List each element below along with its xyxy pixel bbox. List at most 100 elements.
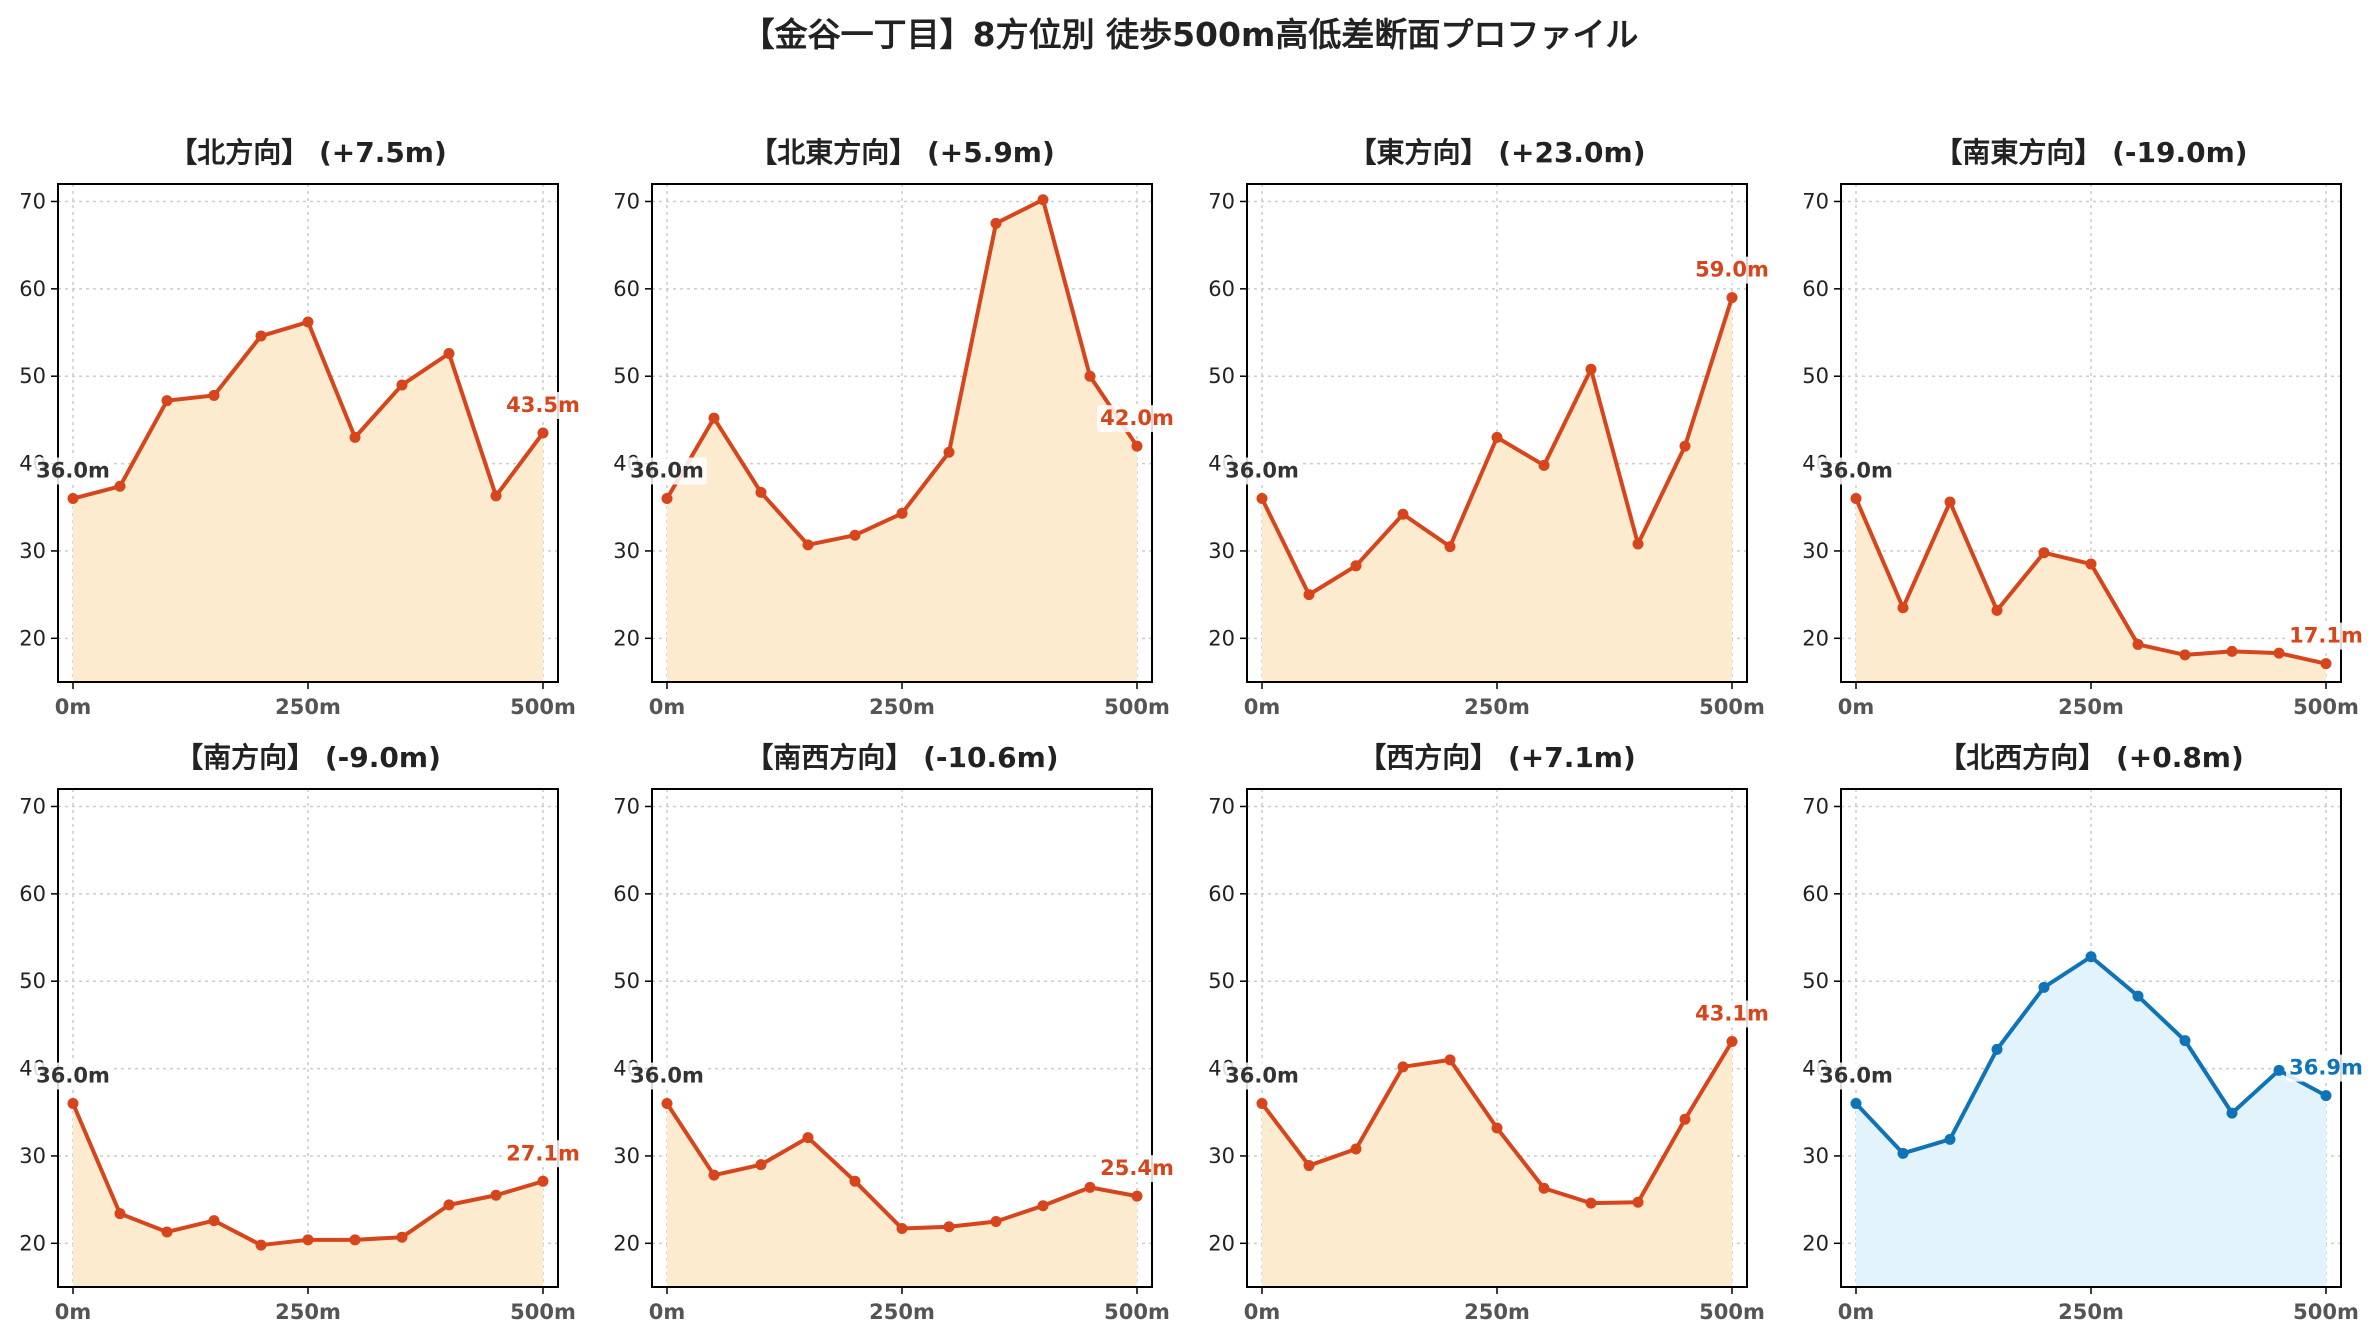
end-label-box [2286, 622, 2366, 650]
x-tick-label: 250m [2058, 695, 2124, 719]
x-tick-label: 0m [1838, 1300, 1875, 1324]
data-point [255, 330, 267, 342]
elevation-area [1856, 956, 2326, 1287]
data-point [1350, 560, 1362, 572]
x-tick-label: 500m [2293, 695, 2359, 719]
data-point [2179, 1035, 2191, 1047]
x-tick-label: 0m [649, 1300, 686, 1324]
x-tick-label: 0m [1244, 695, 1281, 719]
y-tick-label: 70 [1208, 794, 1235, 818]
data-point [1303, 1160, 1315, 1172]
x-tick-label: 250m [869, 1300, 935, 1324]
data-point [1585, 1197, 1597, 1209]
y-tick-label: 60 [19, 882, 46, 906]
data-point [2226, 645, 2238, 657]
data-point [1256, 493, 1268, 505]
y-tick-label: 60 [19, 277, 46, 301]
data-point [396, 379, 408, 391]
start-label: 36.0m [36, 1064, 110, 1088]
data-point [67, 1098, 79, 1110]
y-tick-label: 60 [1208, 277, 1235, 301]
data-point [255, 1239, 267, 1251]
data-point [1256, 1098, 1268, 1110]
y-tick-label: 20 [1802, 1231, 1829, 1255]
data-point [67, 493, 79, 505]
y-tick-label: 20 [1208, 626, 1235, 650]
y-tick-label: 70 [1802, 189, 1829, 213]
panel-title: 【東方向】 (+23.0m) [1348, 136, 1645, 169]
y-tick-label: 30 [613, 539, 640, 563]
end-label-box [1097, 405, 1177, 433]
data-point [1444, 1054, 1456, 1066]
y-tick-label: 50 [19, 969, 46, 993]
x-tick-label: 250m [275, 1300, 341, 1324]
end-label: 42.0m [1100, 406, 1174, 430]
data-point [661, 1098, 673, 1110]
data-point [849, 529, 861, 541]
y-tick-label: 60 [613, 277, 640, 301]
data-point [1131, 1190, 1143, 1202]
y-tick-label: 50 [613, 969, 640, 993]
y-tick-label: 60 [1802, 277, 1829, 301]
data-point [1084, 1181, 1096, 1193]
data-point [896, 1222, 908, 1234]
panel-title: 【北東方向】 (+5.9m) [749, 136, 1055, 169]
x-tick-label: 500m [2293, 1300, 2359, 1324]
elevation-area [1262, 297, 1732, 682]
data-point [661, 493, 673, 505]
x-tick-label: 500m [510, 1300, 576, 1324]
data-point [896, 507, 908, 519]
x-tick-label: 250m [2058, 1300, 2124, 1324]
elevation-area [667, 199, 1137, 682]
end-label: 43.1m [1695, 1001, 1769, 1025]
y-tick-label: 20 [1802, 626, 1829, 650]
data-point [1944, 496, 1956, 508]
end-label-box [2286, 1054, 2366, 1082]
data-point [114, 480, 126, 492]
y-tick-label: 60 [613, 882, 640, 906]
x-tick-label: 250m [275, 695, 341, 719]
y-tick-label: 30 [19, 539, 46, 563]
data-point [208, 1215, 220, 1227]
x-tick-label: 500m [1104, 695, 1170, 719]
end-label-box [503, 1140, 583, 1168]
data-point [755, 486, 767, 498]
x-tick-label: 500m [510, 695, 576, 719]
data-point [2273, 647, 2285, 659]
end-label: 17.1m [2289, 624, 2363, 648]
y-tick-label: 50 [1208, 364, 1235, 388]
figure-title: 【金谷一丁目】8方位別 徒歩500m高低差断面プロファイル [741, 15, 1639, 54]
x-tick-label: 500m [1104, 1300, 1170, 1324]
data-point [1585, 363, 1597, 375]
y-tick-label: 60 [1208, 882, 1235, 906]
data-point [1538, 459, 1550, 471]
data-point [1679, 440, 1691, 452]
data-point [1897, 602, 1909, 614]
y-tick-label: 70 [613, 189, 640, 213]
data-point [537, 427, 549, 439]
data-point [1632, 1196, 1644, 1208]
data-point [2320, 658, 2332, 670]
data-point [302, 316, 314, 328]
data-point [1397, 1061, 1409, 1073]
end-label-box [1097, 1155, 1177, 1183]
y-tick-label: 20 [613, 1231, 640, 1255]
data-point [1726, 1035, 1738, 1047]
x-tick-label: 0m [55, 1300, 92, 1324]
end-label: 25.4m [1100, 1156, 1174, 1180]
x-tick-label: 0m [649, 695, 686, 719]
data-point [349, 431, 361, 443]
data-point [161, 1226, 173, 1238]
data-point [2179, 649, 2191, 661]
panel-title: 【北西方向】 (+0.8m) [1938, 741, 2244, 774]
start-label-box [1222, 457, 1302, 485]
data-point [849, 1175, 861, 1187]
start-label: 36.0m [36, 459, 110, 483]
x-tick-label: 0m [55, 695, 92, 719]
elevation-area [73, 322, 543, 682]
